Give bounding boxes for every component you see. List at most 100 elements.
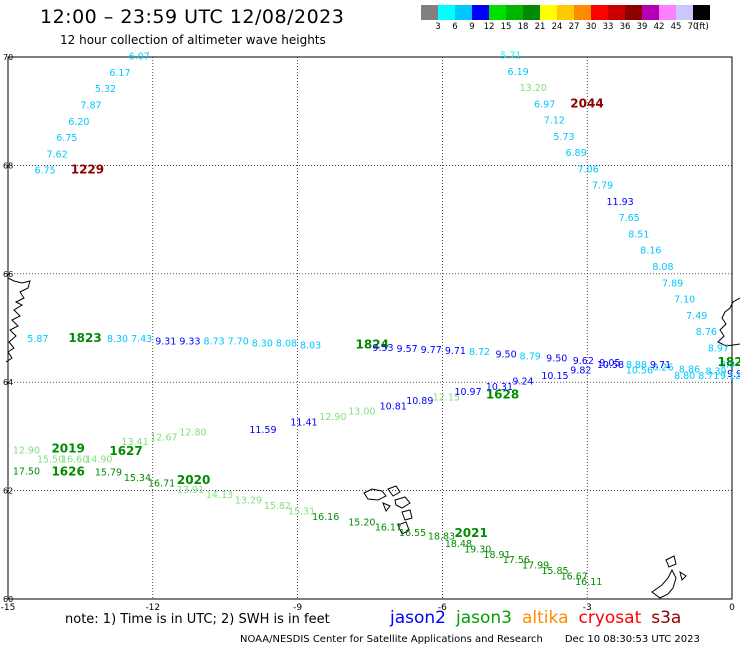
legend-label: 33 [602, 22, 614, 32]
wave-height-value: 8.97 [708, 343, 729, 354]
satellite-jason2: jason2 [390, 608, 446, 628]
wave-height-value: 11.41 [290, 418, 317, 429]
legend-label: 27 [568, 22, 580, 32]
legend-swatch [421, 5, 438, 20]
legend-swatch [642, 5, 659, 20]
wave-height-value: 5.32 [95, 84, 116, 95]
color-legend: 3 6 9 12 15 18 21 24 27 30 33 36 39 42 45 70 (ft) [421, 5, 710, 34]
pass-time-label: 1626 [51, 464, 84, 478]
wave-height-value: 11.93 [607, 197, 634, 208]
legend-swatch [506, 5, 523, 20]
pass-time-label: 1824 [356, 338, 389, 352]
wave-height-value: 9.9 [727, 369, 740, 380]
wave-height-value: 16.67 [561, 571, 588, 582]
wave-height-value: 7.79 [592, 181, 613, 192]
legend-label: 30 [585, 22, 597, 32]
longitude-tick-label: 0 [729, 603, 735, 613]
wave-height-value: 6.97 [534, 99, 555, 110]
legend-swatch [438, 5, 455, 20]
wave-height-value: 8.39 [705, 367, 726, 378]
legend-swatch [489, 5, 506, 20]
wave-height-value: 15.34 [124, 473, 151, 484]
wave-height-value: 7.62 [47, 149, 68, 160]
footnote: note: 1) Time is in UTC; 2) SWH is in fe… [65, 612, 330, 627]
legend-swatch [557, 5, 574, 20]
legend-label: 9 [469, 22, 475, 32]
pass-time-label: 1627 [109, 444, 142, 458]
wave-height-value: 15.79 [95, 467, 122, 478]
pass-time-label: 2044 [570, 96, 603, 110]
wave-height-value: 11.59 [249, 425, 276, 436]
latitude-tick-label: 66 [3, 270, 13, 279]
pass-time-label: 1229 [71, 163, 104, 177]
legend-swatches [421, 5, 710, 20]
wave-height-value: 19.30 [464, 544, 491, 555]
coastlines [5, 277, 740, 599]
wave-height-value: 7.06 [578, 164, 599, 175]
iceland-coastline [5, 277, 31, 363]
wave-height-value: 8.26 [652, 362, 673, 373]
wave-height-value: 15.50 [37, 454, 64, 465]
satellite-legend: jason2 jason3 altika cryosat s3a [390, 608, 691, 628]
wave-height-value: 12.90 [319, 412, 346, 423]
wave-height-value: 6.75 [56, 133, 77, 144]
wave-height-value: 8.86 [679, 364, 700, 375]
wave-height-value: 16.55 [399, 528, 426, 539]
legend-label: 3 [435, 22, 441, 32]
wave-height-value: 8.76 [696, 327, 717, 338]
wave-height-value: 16.16 [312, 512, 339, 523]
pass-time-label: 1628 [486, 387, 519, 401]
legend-label: 24 [551, 22, 563, 32]
wave-height-value: 10.58 [597, 360, 624, 371]
legend-swatch [693, 5, 710, 20]
wave-height-value: 9.50 [546, 354, 567, 365]
latitude-tick-label: 68 [3, 161, 13, 170]
latitude-tick-label: 64 [3, 378, 13, 387]
wave-height-value: 16.71 [148, 478, 175, 489]
wave-height-value: 5.73 [553, 132, 574, 143]
satellite-altika: altika [522, 608, 569, 628]
wave-height-value: 13.20 [520, 83, 547, 94]
wave-height-value: 10.56 [626, 366, 653, 377]
wave-height-value: 9.12 [720, 371, 740, 382]
wave-height-value: 17.50 [13, 466, 40, 477]
wave-height-value: 9.53 [372, 343, 393, 354]
wave-height-value: 8.9 [720, 360, 735, 371]
legend-swatch [608, 5, 625, 20]
legend-swatch [591, 5, 608, 20]
wave-height-value: 7.49 [686, 311, 707, 322]
wave-height-value: 6.20 [68, 117, 89, 128]
wave-height-value: 8.72 [469, 347, 490, 358]
legend-swatch [659, 5, 676, 20]
wave-height-value: 18.91 [483, 550, 510, 561]
wave-height-value: 18.83 [428, 531, 455, 542]
wave-height-value: 12.15 [433, 393, 460, 404]
pass-time-label: 2021 [454, 526, 487, 540]
wave-height-value: 9.82 [570, 366, 591, 377]
wave-height-value: 9.77 [421, 345, 442, 356]
wave-height-value: 16.17 [375, 523, 402, 534]
satellite-s3a: s3a [651, 608, 682, 628]
pass-time-label: 1823 [68, 331, 101, 345]
legend-label: 6 [452, 22, 458, 32]
wave-height-value: 8.16 [640, 246, 661, 257]
wave-height-value: 13.00 [348, 407, 375, 418]
wave-height-value: 8.30 [252, 338, 273, 349]
legend-label: 21 [534, 22, 546, 32]
wave-height-value: 8.79 [520, 351, 541, 362]
wave-height-value: 14.90 [85, 454, 112, 465]
wave-height-value: 9.31 [155, 336, 176, 347]
legend-label: 15 [500, 22, 512, 32]
credit-line: NOAA/NESDIS Center for Satellite Applica… [240, 634, 700, 645]
wave-height-value: 8.30 [107, 334, 128, 345]
page-title: 12:00 – 23:59 UTC 12/08/2023 [40, 6, 345, 28]
longitude-tick-label: -3 [583, 603, 592, 613]
wave-height-value: 6.19 [508, 67, 529, 78]
wave-height-value: 7.12 [544, 116, 565, 127]
longitude-tick-label: -9 [293, 603, 302, 613]
latitude-tick-label: 60 [3, 595, 13, 604]
wave-height-value: 12.67 [150, 433, 177, 444]
satellite-cryosat: cryosat [578, 608, 642, 628]
legend-label: 12 [483, 22, 495, 32]
